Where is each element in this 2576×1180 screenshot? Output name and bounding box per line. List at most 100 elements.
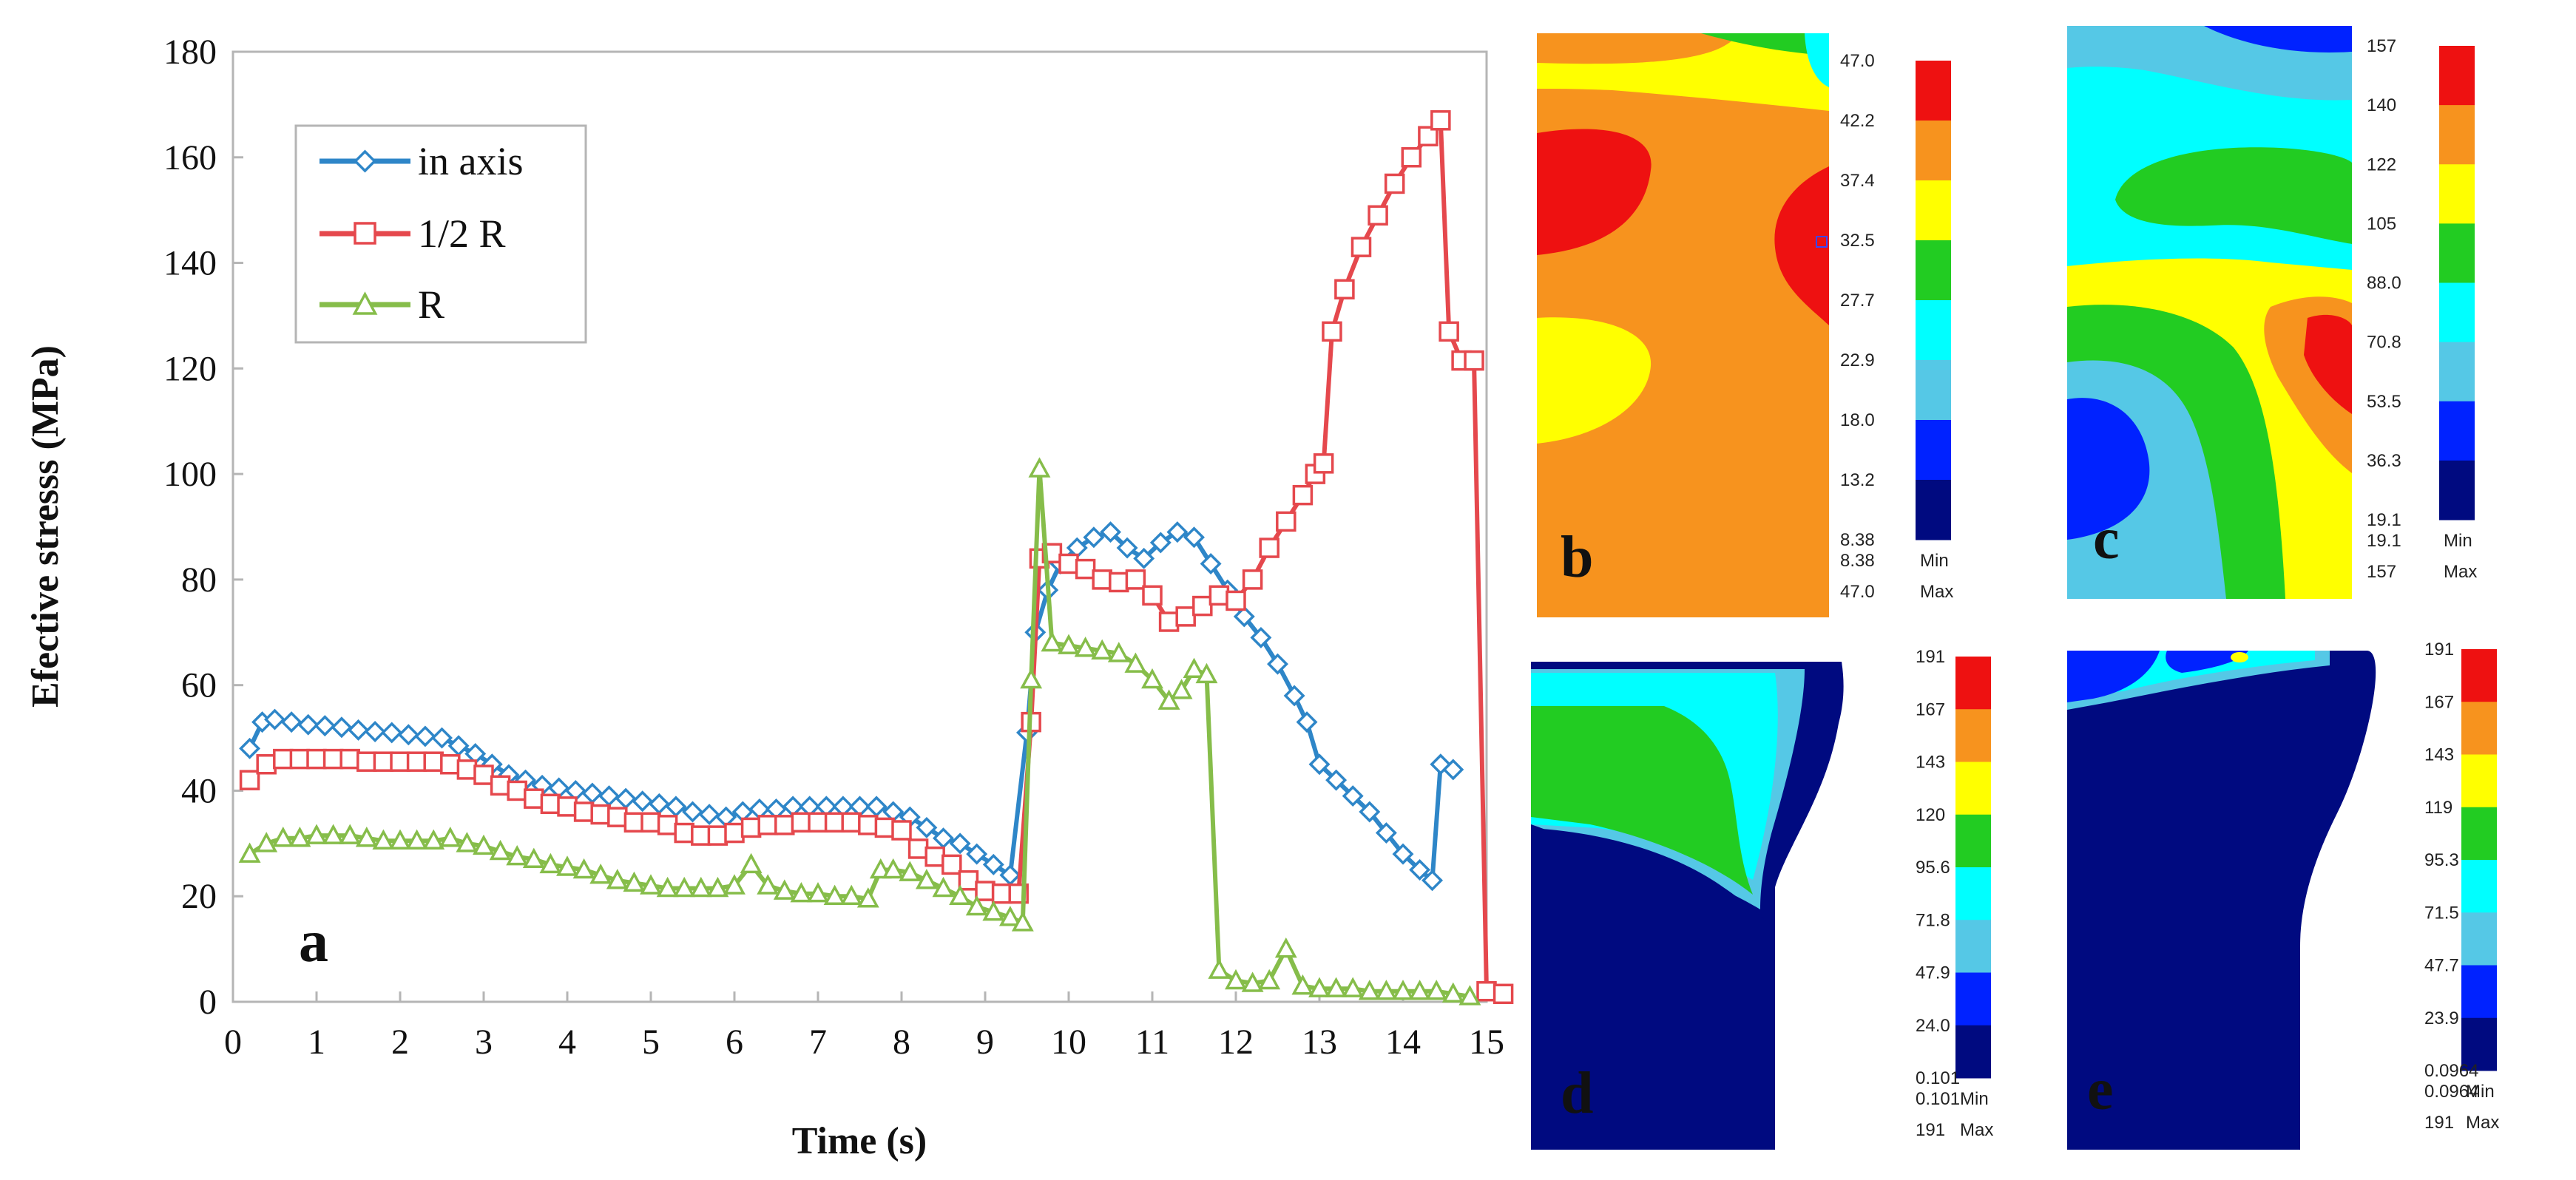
data-point xyxy=(1368,205,1388,226)
data-point xyxy=(724,822,745,844)
colorbar-min-label: Min xyxy=(2466,1082,2495,1102)
data-point xyxy=(942,854,962,875)
data-point xyxy=(689,876,712,898)
data-point xyxy=(422,829,445,850)
data-point xyxy=(1100,521,1121,543)
data-point xyxy=(1392,980,1414,1000)
data-point xyxy=(1392,843,1414,865)
data-point xyxy=(297,713,320,736)
data-point xyxy=(1267,653,1288,675)
legend-entry-in-axis: in axis xyxy=(320,139,524,183)
panel-label-a: a xyxy=(299,909,328,974)
data-point xyxy=(439,827,462,847)
x-tick-label: 14 xyxy=(1385,1023,1421,1062)
data-point xyxy=(1116,537,1138,559)
data-point xyxy=(891,820,912,841)
colorbar-level-label: 27.7 xyxy=(1840,291,1875,311)
data-point xyxy=(1358,980,1381,1000)
data-point xyxy=(339,748,360,770)
colorbar-level-label: 167 xyxy=(2424,692,2454,712)
panel-label-e: e xyxy=(2087,1057,2114,1122)
data-point xyxy=(239,770,260,790)
data-point xyxy=(1325,977,1348,997)
legend-marker-triangle xyxy=(352,291,378,315)
data-point xyxy=(1142,585,1163,606)
data-point xyxy=(1158,611,1180,632)
colorbar-segment xyxy=(2439,164,2475,224)
legend-entry-half-r: 1/2 R xyxy=(320,211,506,256)
colorbar-segment xyxy=(1916,180,1951,241)
data-point xyxy=(490,775,511,796)
data-point xyxy=(280,711,302,733)
y-tick-label: 180 xyxy=(163,33,217,72)
contour-plot-c xyxy=(2067,26,2352,599)
data-point xyxy=(573,801,595,822)
data-point xyxy=(431,727,453,749)
data-point xyxy=(414,725,436,747)
data-point xyxy=(1074,637,1097,657)
legend: in axis 1/2 R R xyxy=(294,124,587,344)
y-axis-label: Efective stresss (MPa) xyxy=(24,345,67,708)
data-point xyxy=(966,843,988,865)
data-point xyxy=(773,879,796,900)
panel-label-c: c xyxy=(2093,506,2120,572)
data-point xyxy=(657,815,678,835)
data-point xyxy=(1183,657,1206,678)
colorbar-level-label: 143 xyxy=(1916,753,1945,773)
data-point xyxy=(405,829,428,850)
colorbar-segment xyxy=(1955,920,1991,973)
colorbar-segment xyxy=(1916,240,1951,301)
colorbar-level-label: 88.0 xyxy=(2367,274,2401,294)
data-point xyxy=(373,751,394,772)
data-point xyxy=(623,812,645,833)
data-point xyxy=(572,858,595,879)
data-point xyxy=(473,764,494,785)
colorbar-segment xyxy=(2439,282,2475,343)
data-point xyxy=(1408,980,1431,1000)
colorbar-segment xyxy=(2439,223,2475,283)
data-point xyxy=(1200,552,1222,574)
data-point xyxy=(1192,595,1213,617)
data-point xyxy=(390,751,410,772)
legend-entry-r: R xyxy=(320,282,444,327)
data-point xyxy=(1170,679,1193,699)
data-point xyxy=(273,748,294,770)
data-point xyxy=(1476,980,1497,1002)
data-point xyxy=(607,807,628,827)
data-point xyxy=(1425,980,1448,1000)
data-point xyxy=(1375,980,1398,1000)
colorbar-segment xyxy=(1955,709,1991,762)
data-point xyxy=(423,751,444,772)
data-point xyxy=(823,884,846,905)
data-point xyxy=(589,864,612,884)
data-point xyxy=(757,874,780,895)
data-point xyxy=(1492,983,1514,1005)
data-point xyxy=(1058,553,1079,574)
colorbar-level-label: 157 xyxy=(2367,36,2396,56)
data-point xyxy=(339,824,362,844)
colorbar-level-label: 19.1 xyxy=(2367,510,2401,530)
data-point xyxy=(882,858,905,879)
colorbar-segment xyxy=(1916,480,1951,540)
data-point xyxy=(489,839,512,861)
data-point xyxy=(1241,972,1264,992)
colorbar-min-label: Min xyxy=(1960,1089,1989,1109)
data-point xyxy=(1195,662,1218,684)
data-point xyxy=(1041,631,1064,652)
colorbar-max-value: 47.0 xyxy=(1840,582,1875,602)
colorbar-b: 47.0 42.2 37.4 32.5 27.7 22.9 18.0 13.2 8.388.38… xyxy=(1840,51,1953,602)
colorbar-segment xyxy=(2461,965,2497,1019)
data-point xyxy=(1166,521,1189,543)
data-point xyxy=(264,708,285,730)
data-point xyxy=(1283,685,1305,707)
data-point xyxy=(348,719,369,741)
data-point xyxy=(858,815,879,835)
data-point xyxy=(656,876,679,898)
data-point xyxy=(1242,569,1263,590)
data-point xyxy=(740,852,763,874)
colorbar-level-label: 36.3 xyxy=(2367,451,2401,471)
colorbar-segment xyxy=(1916,420,1951,481)
data-point xyxy=(907,838,929,859)
colorbar-e: 191 167 143 119 95.3 71.5 47.7 23.9 0.09640.0964… xyxy=(2424,640,2499,1133)
